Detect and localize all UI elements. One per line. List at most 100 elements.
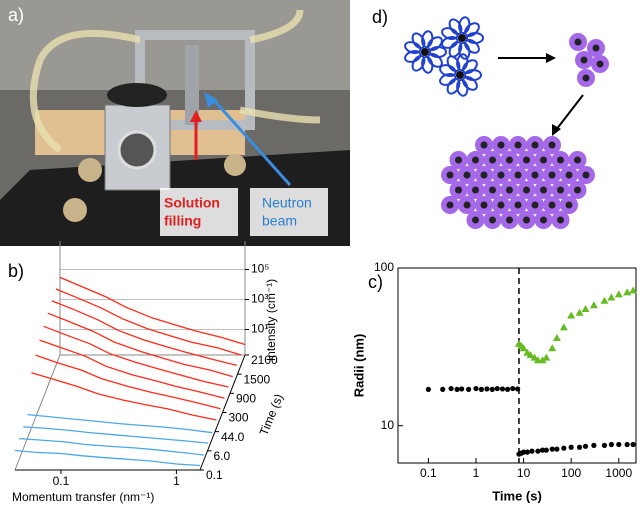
diagram: d) [372,7,609,229]
point [459,386,465,392]
particle-core [523,216,530,224]
point [623,288,632,296]
point [614,290,623,298]
curve [19,437,205,456]
knob [224,154,246,176]
curve [35,354,221,410]
particle-core [506,186,513,194]
knob [78,158,102,182]
red-label-box [160,188,238,236]
point [630,441,636,448]
point [576,444,583,450]
tubes [29,9,321,153]
z-axis-label: Intensity (cm⁻¹) [264,279,278,361]
point [616,441,622,448]
point [568,444,574,450]
y-axis-label: Radii (nm) [351,334,366,398]
particle-core [531,201,539,209]
point [454,386,460,392]
particle-core [565,171,573,179]
point [520,449,527,455]
point [607,293,616,301]
particle-core [489,186,496,194]
arrow-head [552,124,561,136]
particle-core [557,186,564,194]
particle-core [480,171,488,179]
micelle-petal [427,36,443,52]
point [624,441,630,448]
cell [185,45,199,125]
point [529,448,535,454]
particle-core [472,156,479,164]
particle-core [480,141,488,149]
point [549,446,555,452]
x-axis-label: Time (s) [492,488,542,503]
point [519,344,528,352]
particle-core [497,141,505,149]
z-tick-label: 10³ [251,292,268,306]
particle-core [540,186,547,194]
particle-core [574,38,582,46]
red-label: Solution [164,195,220,211]
x-tick-label: 1 [473,466,480,480]
particle-core [574,186,581,194]
time-tick-label: 0.1 [206,468,223,482]
particle-core [582,171,590,179]
panel-label: c) [368,272,383,292]
particle-core [497,171,505,179]
time-tick-label: 900 [236,392,256,406]
photo: Solution filling Neutron beam a) [0,0,350,246]
point [526,351,535,359]
arrow-head [546,53,556,63]
blue-label: Neutron [262,195,312,211]
particle-core [472,186,479,194]
point [499,386,506,392]
point [543,447,549,453]
particle-core [497,201,505,209]
z-tick-label: 10⁵ [251,262,269,276]
point [548,344,557,352]
point [466,386,472,392]
point [524,449,530,455]
point [494,385,500,392]
arrow [555,94,584,131]
point [567,311,576,319]
particle-core [514,141,522,149]
curve [31,372,217,421]
point [575,308,584,316]
red-label: filling [164,213,201,229]
particle-core [514,201,522,209]
particle-core [523,156,530,164]
x-tick-label: 100 [561,466,581,480]
point [554,446,560,452]
micelle-core [421,48,429,56]
particle-core [574,156,581,164]
point [589,301,598,309]
panel-label: a) [8,5,24,25]
particle-core [506,216,513,224]
particle-core [540,156,547,164]
window [117,130,157,170]
curve [39,339,225,399]
curve [59,276,246,346]
particle-core [580,56,588,64]
particle-core [596,60,604,68]
point [484,386,490,392]
point [561,445,567,451]
panel-c: 0.1 1 10 100 1000 10 100 Time (s) Radii (nm) c) [351,260,638,503]
particle-core [463,171,471,179]
point [510,385,516,392]
point [489,386,495,392]
particle-core [582,74,590,82]
particle-core [455,186,462,194]
point [515,386,521,392]
x-tick-label: 10 [517,466,531,480]
plot-frame [397,267,637,464]
point [591,442,597,448]
curve [55,288,242,356]
point [608,441,615,448]
y-tick-label: 10 [381,418,395,432]
point [581,304,590,312]
cap [107,83,167,107]
